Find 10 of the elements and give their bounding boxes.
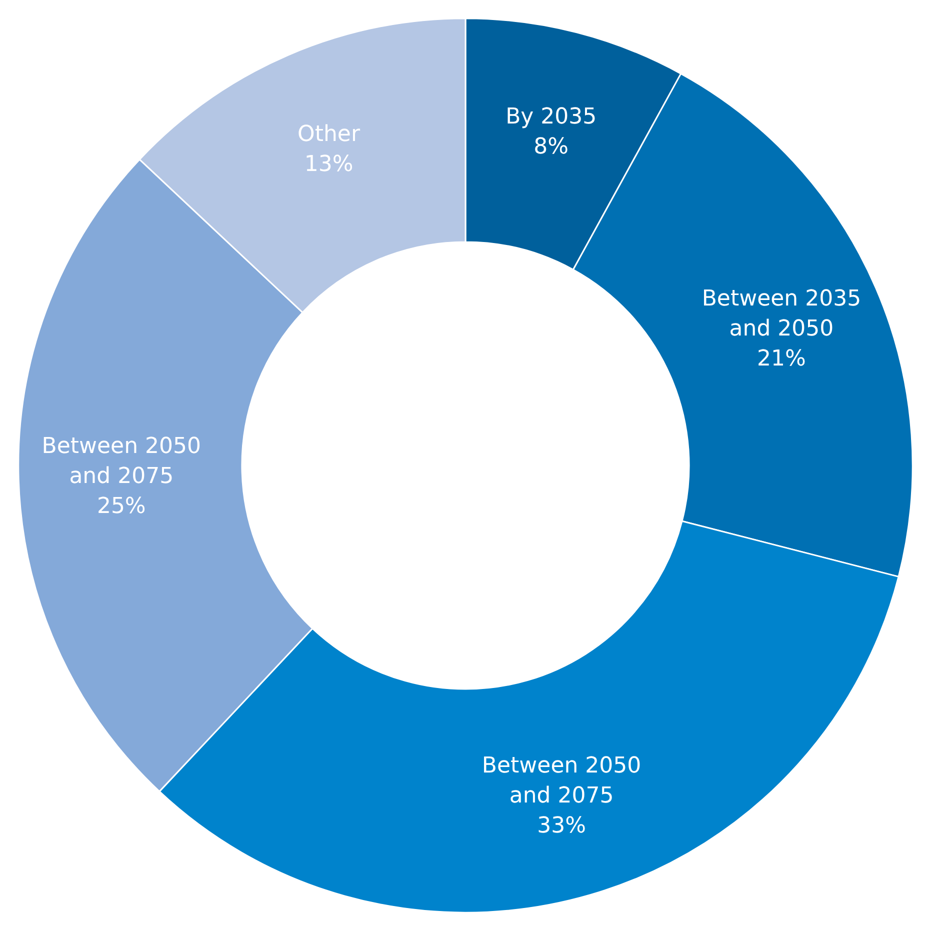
slice-label: Between 2035 and 2050 [702,286,862,342]
data-label: 13% [304,152,354,178]
slice-label: Other [298,122,361,148]
slice-label: Between 2050 and 2075 [482,754,642,809]
data-label: 8% [534,134,569,160]
data-label: 33% [537,814,586,839]
slice-label: Between 2050 and 2075 [42,434,202,489]
data-label: 21% [757,346,806,372]
data-label: 25% [96,494,146,519]
slice-label: By 2035 [506,104,597,130]
